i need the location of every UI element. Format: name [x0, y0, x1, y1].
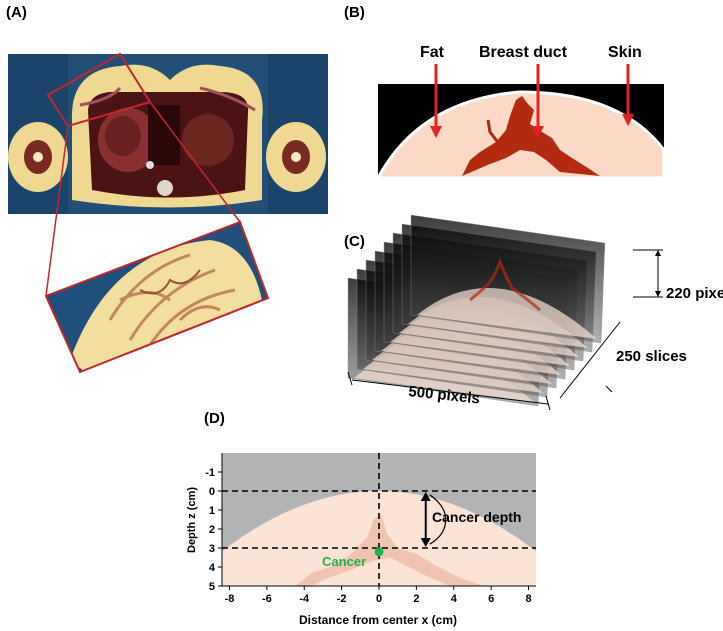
panel-c-label: (C)	[344, 233, 365, 250]
magnified-breast-image	[44, 220, 270, 374]
panel-a-label: (A)	[6, 4, 27, 21]
panel-b-label: (B)	[344, 4, 365, 21]
ct-cross-section-image	[8, 54, 328, 214]
panel-d-label: (D)	[204, 410, 225, 427]
